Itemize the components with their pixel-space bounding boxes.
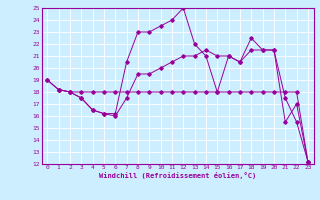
X-axis label: Windchill (Refroidissement éolien,°C): Windchill (Refroidissement éolien,°C) [99,172,256,179]
